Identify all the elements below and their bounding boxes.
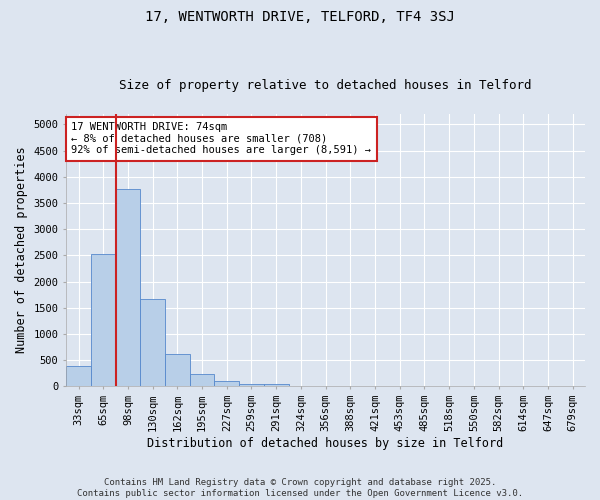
Bar [165, 354, 190, 386]
Bar [214, 380, 239, 386]
Bar [91, 254, 116, 386]
Bar [140, 300, 165, 386]
Bar [190, 374, 214, 386]
Bar [66, 366, 91, 386]
Text: 17 WENTWORTH DRIVE: 74sqm
← 8% of detached houses are smaller (708)
92% of semi-: 17 WENTWORTH DRIVE: 74sqm ← 8% of detach… [71, 122, 371, 156]
Text: 17, WENTWORTH DRIVE, TELFORD, TF4 3SJ: 17, WENTWORTH DRIVE, TELFORD, TF4 3SJ [145, 10, 455, 24]
Title: Size of property relative to detached houses in Telford: Size of property relative to detached ho… [119, 79, 532, 92]
Bar [116, 190, 140, 386]
X-axis label: Distribution of detached houses by size in Telford: Distribution of detached houses by size … [148, 437, 504, 450]
Text: Contains HM Land Registry data © Crown copyright and database right 2025.
Contai: Contains HM Land Registry data © Crown c… [77, 478, 523, 498]
Y-axis label: Number of detached properties: Number of detached properties [15, 147, 28, 354]
Bar [264, 384, 289, 386]
Bar [239, 384, 264, 386]
